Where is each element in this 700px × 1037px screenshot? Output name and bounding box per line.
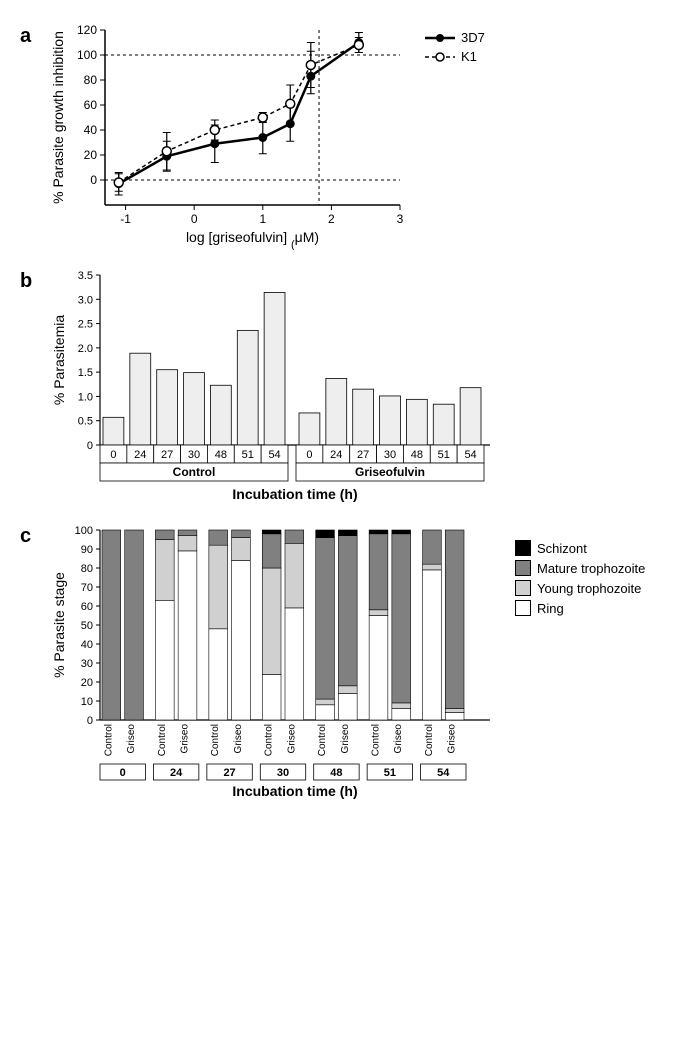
svg-text:70: 70 xyxy=(81,582,93,594)
svg-text:27: 27 xyxy=(223,767,235,779)
svg-text:% Parasite growth inhibition: % Parasite growth inhibition xyxy=(50,31,66,204)
svg-text:1.0: 1.0 xyxy=(78,391,93,403)
svg-text:Control: Control xyxy=(210,724,221,756)
svg-text:Control: Control xyxy=(317,724,328,756)
svg-text:0: 0 xyxy=(120,767,126,779)
svg-text:Incubation time (h): Incubation time (h) xyxy=(232,783,357,799)
svg-text:30: 30 xyxy=(384,449,396,461)
svg-text:Control: Control xyxy=(103,724,114,756)
svg-text:48: 48 xyxy=(411,449,423,461)
legend-item: 3D7 xyxy=(425,30,485,45)
svg-text:2.5: 2.5 xyxy=(78,319,93,331)
panel-c-legend: Schizont Mature trophozoite Young trophozo… xyxy=(515,540,645,620)
svg-text:51: 51 xyxy=(384,767,396,779)
svg-text:2.0: 2.0 xyxy=(78,343,93,355)
svg-text:30: 30 xyxy=(277,767,289,779)
svg-text:40: 40 xyxy=(84,123,98,137)
svg-text:1.5: 1.5 xyxy=(78,367,93,379)
svg-text:24: 24 xyxy=(134,449,146,461)
svg-text:Control: Control xyxy=(371,724,382,756)
svg-text:Control: Control xyxy=(424,724,435,756)
svg-text:60: 60 xyxy=(81,601,93,613)
svg-text:Griseo: Griseo xyxy=(180,724,191,754)
panel-c-chart: 0 10 20 30 40 50 60 70 80 90 100 Control Griseo 0 Cont… xyxy=(50,520,500,805)
panel-a-row: a 0 20 40 60 80 100 120 -1 0 1 2 3 % Parasite growth… xyxy=(20,20,680,255)
panel-a-chart: 0 20 40 60 80 100 120 -1 0 1 2 3 % Parasite growth i… xyxy=(50,20,410,255)
svg-text:Griseofulvin: Griseofulvin xyxy=(355,465,425,479)
svg-text:Griseo: Griseo xyxy=(393,724,404,754)
legend-item: K1 xyxy=(425,49,485,64)
legend-item: Schizont xyxy=(515,540,645,556)
panel-a-legend: 3D7K1 xyxy=(425,30,485,68)
svg-text:54: 54 xyxy=(268,449,280,461)
panel-b-label: b xyxy=(20,265,50,293)
svg-text:3: 3 xyxy=(397,212,404,226)
panel-a-label: a xyxy=(20,20,50,48)
svg-text:60: 60 xyxy=(84,98,98,112)
panel-b-chart: 0 0.5 1.0 1.5 2.0 2.5 3.0 3.5 0 24 27 30 48 51 54 Contr… xyxy=(50,265,500,510)
svg-text:80: 80 xyxy=(84,73,98,87)
svg-text:54: 54 xyxy=(437,767,450,779)
svg-text:Control: Control xyxy=(173,465,216,479)
svg-text:54: 54 xyxy=(464,449,476,461)
svg-text:0: 0 xyxy=(110,449,116,461)
svg-text:Incubation time (h): Incubation time (h) xyxy=(232,486,357,502)
svg-text:0: 0 xyxy=(90,173,97,187)
svg-text:Control: Control xyxy=(264,724,275,756)
svg-text:0: 0 xyxy=(87,440,93,452)
panel-b-row: b 0 0.5 1.0 1.5 2.0 2.5 3.0 3.5 0 24 27 30 48 51 54 Con… xyxy=(20,265,680,510)
svg-text:Griseo: Griseo xyxy=(233,724,244,754)
svg-text:40: 40 xyxy=(81,639,93,651)
svg-text:log [griseofulvin] (μM): log [griseofulvin] (μM) xyxy=(186,229,319,250)
svg-text:% Parasite stage: % Parasite stage xyxy=(51,572,67,678)
svg-text:24: 24 xyxy=(330,449,342,461)
panel-c-label: c xyxy=(20,520,50,548)
svg-text:-1: -1 xyxy=(120,212,131,226)
svg-text:20: 20 xyxy=(84,148,98,162)
svg-text:30: 30 xyxy=(81,658,93,670)
svg-text:Griseo: Griseo xyxy=(126,724,137,754)
svg-text:Griseo: Griseo xyxy=(286,724,297,754)
svg-text:Griseo: Griseo xyxy=(340,724,351,754)
svg-text:48: 48 xyxy=(215,449,227,461)
svg-text:30: 30 xyxy=(188,449,200,461)
svg-text:80: 80 xyxy=(81,563,93,575)
svg-text:Control: Control xyxy=(157,724,168,756)
svg-text:10: 10 xyxy=(81,696,93,708)
svg-text:1: 1 xyxy=(259,212,266,226)
legend-item: Ring xyxy=(515,600,645,616)
svg-text:100: 100 xyxy=(77,48,97,62)
svg-text:27: 27 xyxy=(357,449,369,461)
svg-text:51: 51 xyxy=(242,449,254,461)
svg-text:% Parasitemia: % Parasitemia xyxy=(51,315,67,405)
svg-text:48: 48 xyxy=(330,767,342,779)
svg-text:120: 120 xyxy=(77,23,97,37)
svg-text:24: 24 xyxy=(170,767,183,779)
svg-text:0: 0 xyxy=(191,212,198,226)
svg-text:0: 0 xyxy=(87,715,93,727)
svg-text:3.5: 3.5 xyxy=(78,270,93,282)
svg-text:2: 2 xyxy=(328,212,335,226)
legend-item: Young trophozoite xyxy=(515,580,645,596)
svg-text:20: 20 xyxy=(81,677,93,689)
svg-text:51: 51 xyxy=(438,449,450,461)
svg-text:Griseo: Griseo xyxy=(447,724,458,754)
legend-item: Mature trophozoite xyxy=(515,560,645,576)
panel-c-row: c 0 10 20 30 40 50 60 70 80 90 100 Control Griseo 0 Co… xyxy=(20,520,680,805)
svg-text:0: 0 xyxy=(306,449,312,461)
svg-text:50: 50 xyxy=(81,620,93,632)
svg-text:0.5: 0.5 xyxy=(78,416,93,428)
svg-text:90: 90 xyxy=(81,544,93,556)
svg-text:100: 100 xyxy=(75,525,93,537)
svg-text:3.0: 3.0 xyxy=(78,294,93,306)
svg-text:27: 27 xyxy=(161,449,173,461)
